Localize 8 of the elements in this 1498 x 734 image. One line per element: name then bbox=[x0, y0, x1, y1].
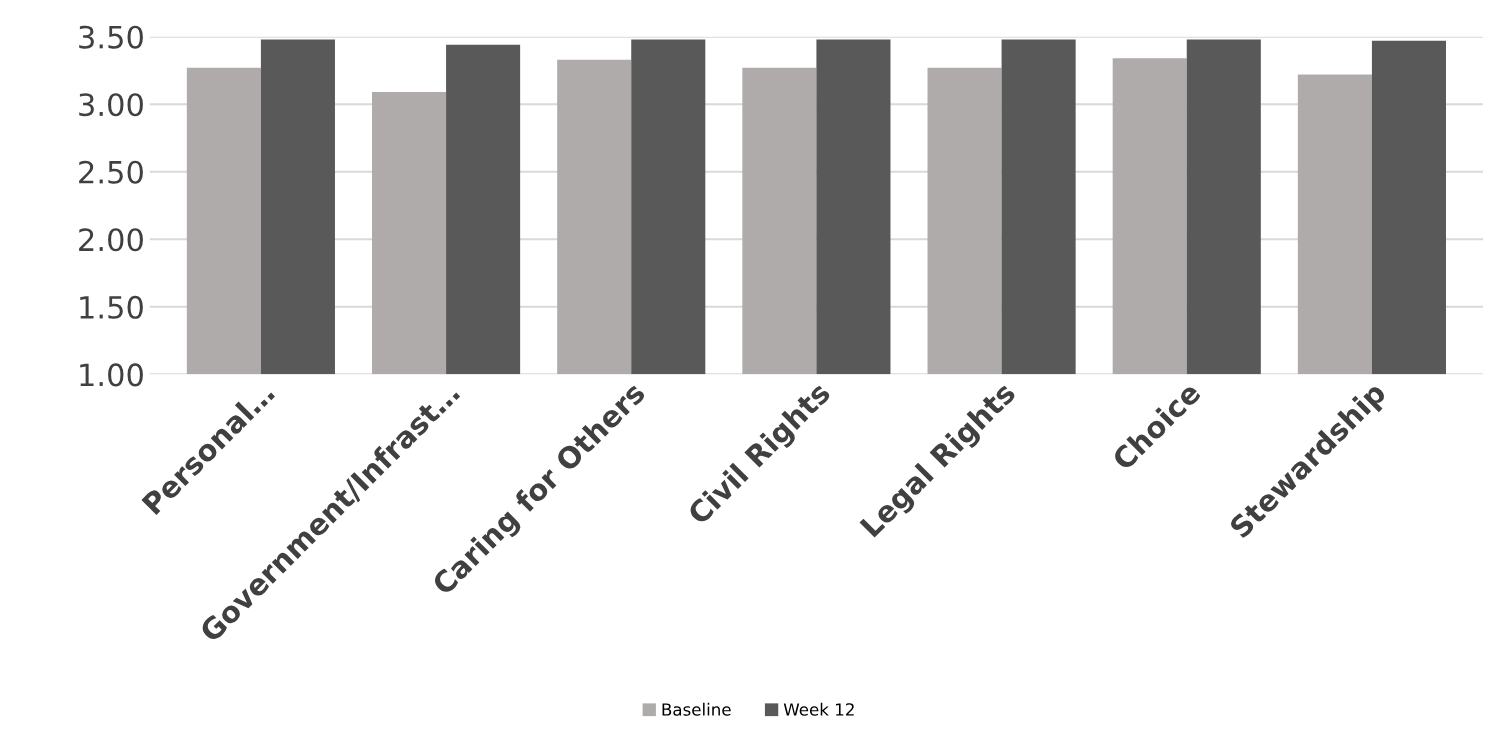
y-tick-label: 3.00 bbox=[79, 93, 143, 117]
y-tick-label: 3.50 bbox=[79, 25, 143, 49]
y-tick-label: 2.00 bbox=[79, 228, 143, 252]
y-tick-label: 2.50 bbox=[79, 160, 143, 184]
y-tick-label: 1.50 bbox=[80, 295, 143, 319]
legend-label: Baseline bbox=[662, 702, 731, 716]
legend-label: Week 12 bbox=[783, 702, 854, 716]
y-tick-label: 1.00 bbox=[80, 363, 143, 387]
